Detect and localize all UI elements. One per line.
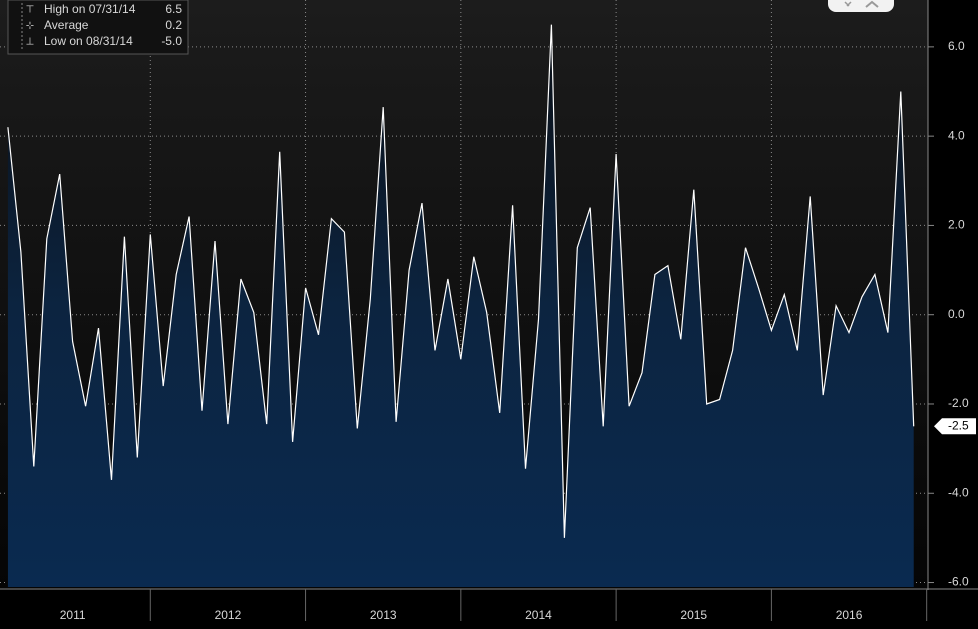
- y-tick-label: -6.0: [948, 575, 969, 589]
- legend-icon: ⊤: [26, 5, 35, 16]
- legend-value: -5.0: [161, 34, 182, 48]
- x-tick-label: 2015: [680, 608, 707, 622]
- legend-label: High on 07/31/14: [44, 2, 136, 16]
- toolbar-button[interactable]: [828, 0, 894, 12]
- x-tick-label: 2014: [525, 608, 552, 622]
- up-icon[interactable]: [865, 0, 879, 8]
- y-tick-label: 6.0: [948, 39, 965, 53]
- line: [7, 24, 915, 538]
- legend: ⊤ High on 07/31/14 6.5 ⊹ Average 0.2 ⊥ Low on 0…: [7, 0, 189, 55]
- legend-label: Average: [44, 18, 89, 32]
- x-tick-label: 2012: [215, 608, 242, 622]
- legend-label: Low on 08/31/14: [44, 34, 133, 48]
- y-tick-label: -4.0: [948, 485, 969, 499]
- last-value-tag: [934, 418, 976, 435]
- x-tick-label: 2013: [370, 608, 397, 622]
- y-axis-background: [928, 0, 978, 629]
- legend-box: [7, 0, 189, 55]
- x-tick-label: 2011: [60, 608, 86, 622]
- legend-value: 0.2: [165, 18, 182, 32]
- last-value-label: -2.5: [948, 418, 969, 432]
- legend-icon: ⊹: [26, 21, 34, 32]
- legend-value: 6.5: [165, 2, 182, 16]
- area: [7, 24, 914, 588]
- y-tick-label: 2.0: [948, 218, 965, 232]
- x-tick-label: 2016: [836, 608, 863, 622]
- y-tick-label: 4.0: [948, 128, 965, 142]
- y-tick-label: 0.0: [948, 307, 965, 321]
- toolbar[interactable]: [828, 0, 894, 12]
- y-tick-label: -2.0: [948, 396, 969, 410]
- collapse-icon[interactable]: [844, 1, 852, 7]
- legend-icon: ⊥: [26, 37, 35, 48]
